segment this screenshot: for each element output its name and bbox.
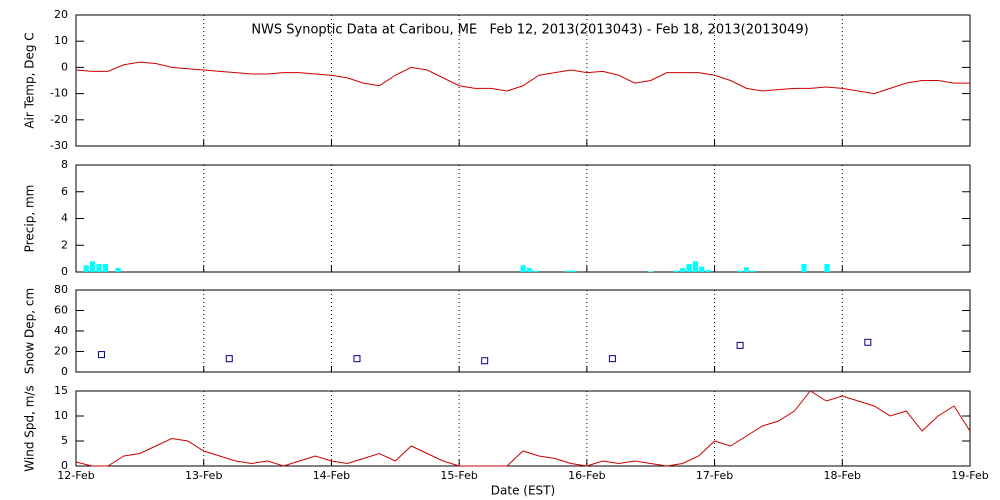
bar <box>83 265 89 272</box>
y-tick-label: -20 <box>50 113 68 126</box>
y-tick-label: 15 <box>54 384 68 397</box>
bar <box>743 267 750 272</box>
y-tick-label: 20 <box>54 8 68 21</box>
y-tick-label: 20 <box>54 345 68 358</box>
bar <box>115 267 121 272</box>
bar <box>824 263 830 272</box>
y-axis-label: Snow Dep, cm <box>23 288 37 374</box>
y-tick-label: 10 <box>54 409 68 422</box>
bar <box>705 269 711 272</box>
y-tick-label: 0 <box>61 60 68 73</box>
bar <box>673 270 679 272</box>
y-axis-label: Air Temp, Deg C <box>23 32 37 128</box>
bar <box>96 263 102 272</box>
chart-title: NWS Synoptic Data at Caribou, ME Feb 12,… <box>251 23 808 38</box>
x-tick-label: 15-Feb <box>440 469 477 482</box>
x-tick-label: 12-Feb <box>57 469 94 482</box>
y-tick-label: 5 <box>61 434 68 447</box>
y-tick-label: 0 <box>61 365 68 378</box>
y-tick-label: 0 <box>61 265 68 278</box>
x-axis-label: Date (EST) <box>491 484 555 498</box>
bar <box>750 270 756 272</box>
point <box>481 357 489 365</box>
y-tick-label: -30 <box>50 139 68 152</box>
x-tick-label: 13-Feb <box>185 469 222 482</box>
plot-frame <box>75 390 971 467</box>
y-axis-label: Precip, mm <box>23 185 37 253</box>
plot-frame <box>75 14 971 147</box>
data-line <box>75 390 971 467</box>
bar <box>520 265 526 272</box>
y-tick-label: 10 <box>54 34 68 47</box>
bar <box>102 263 108 272</box>
point <box>736 341 744 349</box>
x-tick-label: 16-Feb <box>568 469 605 482</box>
x-tick-label: 17-Feb <box>696 469 733 482</box>
y-tick-label: 2 <box>61 238 68 251</box>
x-tick-label: 18-Feb <box>824 469 861 482</box>
x-tick-label: 19-Feb <box>951 469 988 482</box>
y-tick-label: 0 <box>61 459 68 472</box>
plot-frame <box>75 164 971 273</box>
point <box>864 338 872 346</box>
bar <box>648 271 654 272</box>
bar <box>686 263 692 272</box>
y-tick-label: 80 <box>54 283 68 296</box>
y-tick-label: 6 <box>61 185 68 198</box>
bar <box>699 266 705 272</box>
bar <box>737 270 743 272</box>
bar <box>533 270 539 272</box>
point <box>98 351 106 359</box>
point <box>353 355 361 363</box>
bar <box>801 263 807 272</box>
bar <box>680 267 686 272</box>
bar <box>692 261 698 272</box>
y-tick-label: -10 <box>50 87 68 100</box>
x-tick-label: 14-Feb <box>313 469 350 482</box>
data-line <box>75 61 970 95</box>
bar <box>90 261 96 272</box>
bar <box>526 267 532 272</box>
bar <box>565 270 571 272</box>
y-axis-label: Wind Spd, m/s <box>23 385 37 471</box>
y-tick-label: 8 <box>61 158 68 171</box>
y-tick-label: 60 <box>54 304 68 317</box>
bar <box>571 270 577 272</box>
y-tick-label: 40 <box>54 324 68 337</box>
point <box>608 355 616 363</box>
point <box>225 355 233 363</box>
plot-frame <box>75 289 971 373</box>
y-tick-label: 4 <box>61 212 68 225</box>
